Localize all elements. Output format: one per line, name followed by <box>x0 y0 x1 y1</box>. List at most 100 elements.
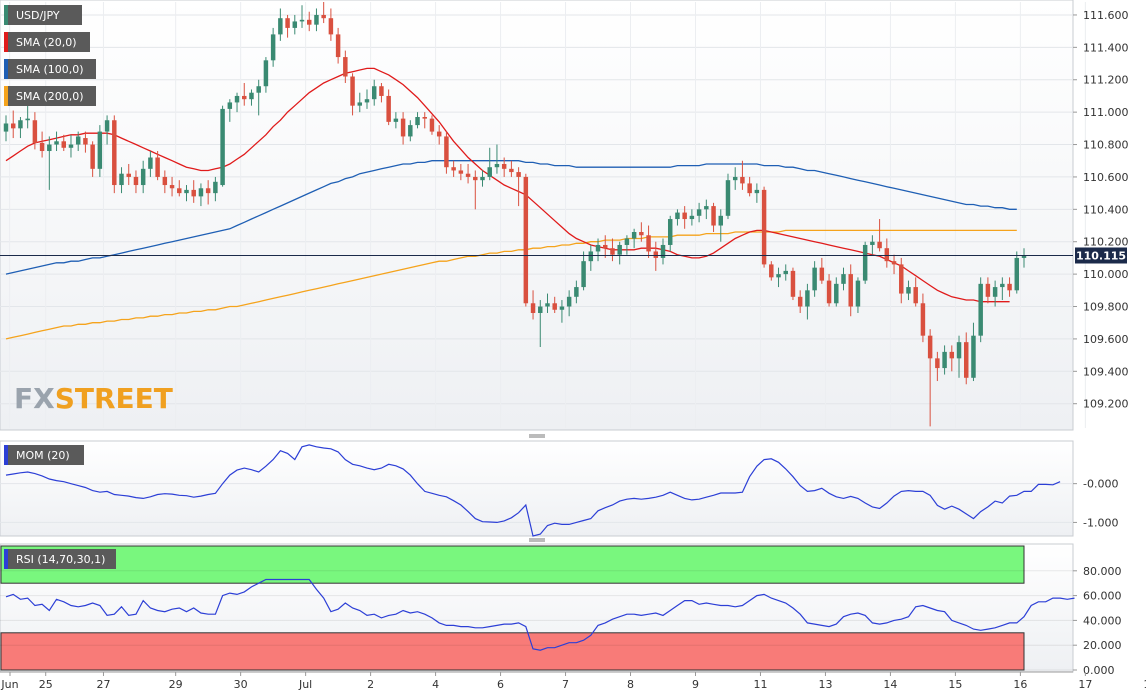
x-tick-label: 13 <box>818 678 832 691</box>
candle <box>834 277 839 307</box>
candle <box>25 105 30 129</box>
candle <box>436 125 442 145</box>
candle-body <box>234 95 240 103</box>
candle <box>884 238 890 268</box>
candle <box>819 257 825 284</box>
mom-ytick-label: -1.000 <box>1083 516 1118 529</box>
candle <box>545 293 550 313</box>
mom-series <box>5 444 1061 537</box>
candle-body <box>964 342 969 378</box>
candle <box>538 300 543 348</box>
candle-body <box>422 117 427 119</box>
candle <box>415 112 420 129</box>
candle-body <box>1000 283 1005 288</box>
candle <box>639 222 644 242</box>
candle <box>451 160 456 177</box>
candle <box>473 170 478 210</box>
mom-panel-bg <box>0 440 1074 537</box>
candle <box>523 173 529 307</box>
candle-body <box>321 14 326 19</box>
candle-body <box>935 358 940 369</box>
sma-20-line <box>5 67 1010 303</box>
price-ytick-label: 109.800 <box>1083 301 1129 314</box>
candle <box>335 27 341 64</box>
candle <box>660 238 666 265</box>
candle-body <box>18 120 23 129</box>
candle-body <box>660 244 666 258</box>
candle <box>249 89 254 106</box>
legend-sma20[interactable]: SMA (20,0) <box>4 32 90 52</box>
candle <box>242 82 247 106</box>
candle <box>797 290 803 313</box>
candle <box>913 277 918 307</box>
candle <box>870 235 875 255</box>
candle-body <box>631 232 637 239</box>
legend-mom-label: MOM (20) <box>16 449 70 462</box>
candle <box>783 264 788 281</box>
candle <box>184 185 189 202</box>
legend-sma100-swatch <box>4 59 8 79</box>
candle <box>148 151 153 177</box>
price-ytick-label: 109.600 <box>1083 333 1129 346</box>
candle-body <box>379 86 384 96</box>
candle-body <box>783 270 788 275</box>
legend-sma200[interactable]: SMA (200,0) <box>4 86 96 106</box>
candle-body <box>350 76 355 106</box>
candle <box>754 183 760 203</box>
panel-splitter-2[interactable] <box>529 538 545 542</box>
candle <box>891 254 897 275</box>
candle <box>234 92 240 113</box>
legend-usdjpy[interactable]: USD/JPY <box>4 5 82 25</box>
candle-body <box>891 261 897 265</box>
price-gridlines <box>0 2 1086 428</box>
logo-fx: FX <box>14 382 55 415</box>
rsi-y-axis: 80.000 60.000 40.000 20.000 0.000 <box>1073 565 1122 677</box>
candle <box>357 92 363 113</box>
price-ytick-label: 110.400 <box>1083 203 1129 216</box>
candle-body <box>920 303 926 336</box>
mom-ytick-label: -0.000 <box>1083 478 1118 491</box>
candle-body <box>242 95 247 100</box>
candle <box>1014 251 1020 294</box>
candle-body <box>667 219 673 245</box>
candle-body <box>538 306 543 313</box>
candle <box>747 176 752 197</box>
candle-body <box>899 264 904 294</box>
candle <box>790 267 796 301</box>
legend-sma100[interactable]: SMA (100,0) <box>4 59 96 79</box>
candle <box>408 120 413 142</box>
legend-rsi[interactable]: RSI (14,70,30,1) <box>4 549 116 569</box>
candle <box>978 277 983 343</box>
legend-mom[interactable]: MOM (20) <box>4 445 84 465</box>
sma-200-line <box>5 229 1017 340</box>
candle-body <box>790 270 796 297</box>
candle <box>422 112 427 129</box>
candle <box>177 180 182 197</box>
x-tick-label: 4 <box>432 678 439 691</box>
candle <box>877 219 882 252</box>
legend-usdjpy-label: USD/JPY <box>16 9 60 22</box>
candle-body <box>220 108 225 186</box>
candle <box>920 293 926 343</box>
candle-body <box>458 170 464 174</box>
panel-splitter-1[interactable] <box>529 434 545 438</box>
price-ytick-label: 111.400 <box>1083 41 1129 54</box>
candle <box>68 134 74 158</box>
price-panel: FXSTREET <box>0 0 1086 431</box>
rsi-oversold-zone <box>0 632 1025 671</box>
x-tick-label: 16 <box>1013 678 1027 691</box>
sma-100-line <box>5 160 1017 275</box>
candle-body <box>314 14 319 25</box>
candle <box>112 115 117 194</box>
candle <box>155 151 160 181</box>
candle-body <box>826 280 832 304</box>
candle-body <box>862 244 868 281</box>
rsi-overbought-zone <box>0 545 1025 584</box>
candle-body <box>328 18 334 35</box>
candle-body <box>429 118 435 132</box>
candle <box>761 186 767 268</box>
candle <box>516 167 521 207</box>
candle <box>624 235 630 255</box>
candle-body <box>956 342 962 359</box>
candle <box>1007 277 1012 297</box>
